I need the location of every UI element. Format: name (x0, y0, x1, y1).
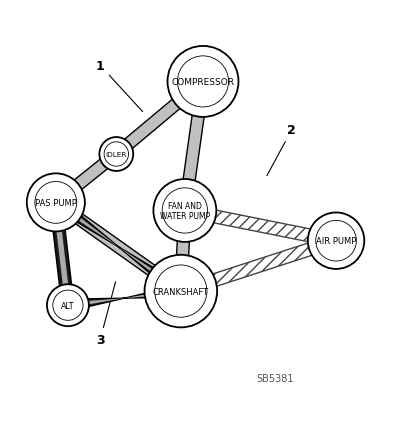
Text: AIR PUMP: AIR PUMP (315, 237, 355, 246)
Polygon shape (183, 205, 337, 247)
Circle shape (35, 182, 77, 224)
Text: 3: 3 (96, 282, 115, 346)
Text: SB5381: SB5381 (256, 373, 294, 383)
Circle shape (154, 265, 207, 318)
Text: ALT: ALT (61, 301, 75, 310)
Text: FAN AND
WATER PUMP: FAN AND WATER PUMP (159, 201, 209, 220)
Polygon shape (54, 201, 182, 294)
Polygon shape (112, 78, 207, 159)
Polygon shape (174, 210, 190, 292)
Circle shape (177, 57, 228, 108)
Polygon shape (52, 198, 184, 296)
Circle shape (167, 47, 238, 118)
Circle shape (315, 221, 356, 261)
Polygon shape (178, 235, 337, 298)
Text: 2: 2 (266, 124, 295, 176)
Circle shape (47, 285, 89, 326)
Circle shape (53, 290, 83, 321)
Polygon shape (50, 202, 74, 306)
Polygon shape (179, 82, 209, 212)
Polygon shape (52, 150, 120, 207)
Circle shape (162, 188, 207, 233)
Circle shape (307, 213, 363, 270)
Circle shape (27, 174, 85, 232)
Polygon shape (53, 203, 70, 306)
Text: PAS PUMP: PAS PUMP (35, 198, 77, 207)
Circle shape (99, 138, 133, 171)
Circle shape (144, 255, 217, 328)
Circle shape (153, 180, 216, 242)
Text: CRANKSHAFT: CRANKSHAFT (152, 287, 208, 296)
Polygon shape (52, 198, 184, 296)
Polygon shape (67, 286, 181, 312)
Text: 1: 1 (96, 59, 142, 112)
Circle shape (104, 142, 128, 167)
Text: COMPRESSOR: COMPRESSOR (171, 78, 234, 87)
Polygon shape (67, 289, 181, 308)
Text: IDLER: IDLER (105, 151, 127, 158)
